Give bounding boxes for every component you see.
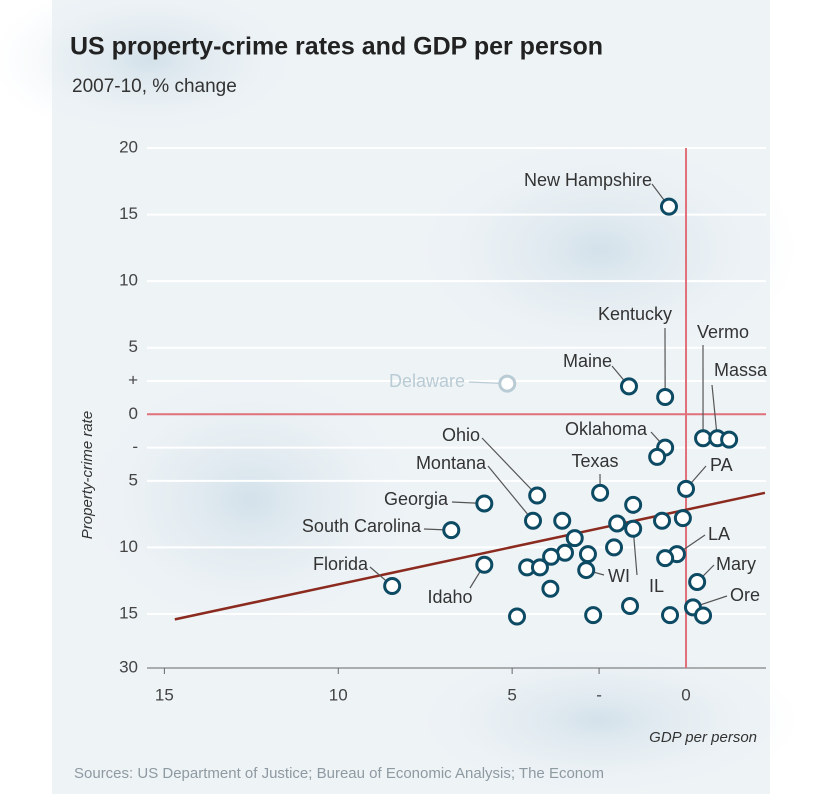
data-point [661, 199, 676, 214]
point-label: Texas [571, 451, 618, 471]
y-axis-title: Property-crime rate [79, 411, 96, 539]
point-label: South Carolina [302, 516, 422, 536]
data-point [690, 575, 705, 590]
y-tick-label: 0 [129, 404, 138, 423]
data-point [626, 521, 641, 536]
point-label: Oklahoma [565, 419, 648, 439]
data-point [663, 608, 678, 623]
data-point [607, 540, 622, 555]
background-cloud [70, 360, 430, 640]
data-point [567, 531, 582, 546]
point-label: Idaho [427, 587, 472, 607]
point-label: Ore [730, 585, 760, 605]
y-tick-label: 5 [129, 470, 138, 489]
data-point [543, 581, 558, 596]
data-point [500, 376, 515, 391]
point-label: WI [608, 566, 630, 586]
data-point [658, 389, 673, 404]
x-tick-label: 0 [681, 685, 690, 704]
data-point [696, 608, 711, 623]
x-tick-label: 10 [329, 685, 348, 704]
data-point [623, 599, 638, 614]
point-label: Ohio [442, 425, 480, 445]
point-label: PA [710, 455, 733, 475]
y-tick-label: 20 [119, 137, 138, 156]
y-tick-label: 15 [119, 603, 138, 622]
point-label: New Hampshire [524, 170, 652, 190]
data-point [722, 432, 737, 447]
data-point [658, 551, 673, 566]
x-axis-title: GDP per person [649, 729, 757, 746]
y-tick-label: 10 [119, 271, 138, 290]
data-point [444, 523, 459, 538]
point-label: Kentucky [598, 304, 672, 324]
y-tick-label: + [128, 370, 138, 389]
data-point [696, 431, 711, 446]
x-tick-label: 15 [155, 685, 174, 704]
data-point [586, 608, 601, 623]
data-point [650, 449, 665, 464]
data-point [385, 579, 400, 594]
point-label: IL [649, 576, 664, 596]
data-point [621, 379, 636, 394]
chart-subtitle: 2007-10, % change [72, 76, 237, 97]
y-tick-label: 10 [119, 537, 138, 556]
data-point [530, 488, 545, 503]
point-label: Vermo [697, 322, 749, 342]
data-point [510, 609, 525, 624]
data-point [580, 547, 595, 562]
data-point [555, 513, 570, 528]
y-tick-label: 5 [129, 337, 138, 356]
point-label: Georgia [384, 489, 449, 509]
data-point [626, 497, 641, 512]
point-label: LA [708, 524, 730, 544]
y-tick-label: - [132, 437, 138, 456]
source-note: Sources: US Department of Justice; Burea… [74, 765, 604, 782]
data-point [477, 496, 492, 511]
data-point [655, 513, 670, 528]
y-tick-label: 15 [119, 204, 138, 223]
data-point [679, 481, 694, 496]
data-point [526, 513, 541, 528]
data-point [675, 511, 690, 526]
chart-title: US property-crime rates and GDP per pers… [70, 33, 603, 61]
point-label: Florida [313, 554, 369, 574]
point-label: Mary [716, 554, 756, 574]
point-label: Delaware [389, 371, 465, 391]
data-point [532, 560, 547, 575]
y-tick-label: 30 [119, 657, 138, 676]
data-point [610, 516, 625, 531]
x-tick-label: - [596, 685, 602, 704]
point-label: Maine [563, 351, 612, 371]
data-point [593, 485, 608, 500]
point-label: Massa [714, 360, 768, 380]
x-tick-label: 5 [507, 685, 516, 704]
data-point [579, 563, 594, 578]
point-label: Montana [416, 453, 487, 473]
data-point [477, 557, 492, 572]
